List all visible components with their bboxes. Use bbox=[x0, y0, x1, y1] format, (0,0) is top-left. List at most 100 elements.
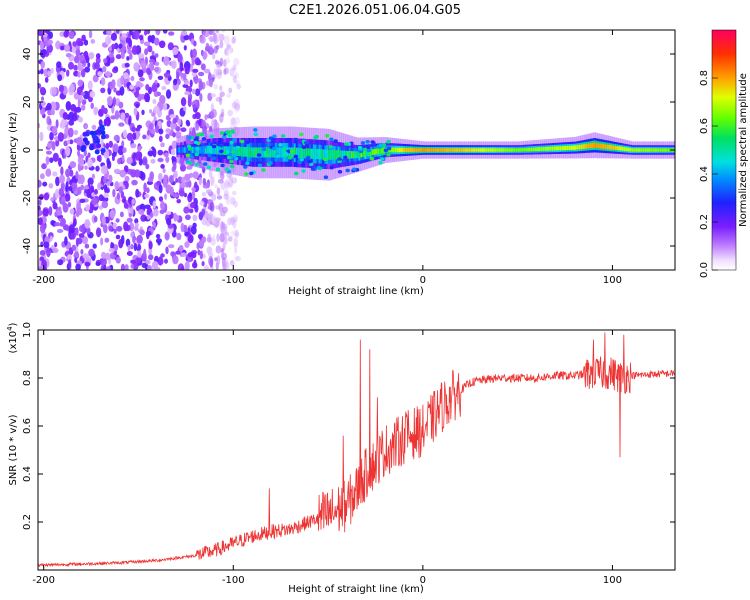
noise-speckle bbox=[65, 53, 72, 58]
noise-speckle bbox=[42, 208, 48, 217]
noise-speckle bbox=[209, 170, 213, 178]
noise-speckle bbox=[123, 165, 129, 173]
noise-speckle bbox=[63, 224, 69, 231]
noise-speckle bbox=[187, 258, 192, 263]
noise-speckle bbox=[100, 137, 104, 147]
signal-band-cell bbox=[500, 148, 503, 152]
noise-speckle bbox=[139, 35, 144, 41]
noise-speckle bbox=[150, 212, 153, 219]
signal-band-cell bbox=[237, 150, 243, 155]
noise-speckle bbox=[62, 203, 69, 213]
noise-speckle bbox=[108, 248, 115, 253]
signal-band-cell bbox=[204, 146, 208, 154]
signal-band-cell bbox=[370, 140, 375, 144]
noise-speckle bbox=[50, 197, 54, 202]
signal-band-cell bbox=[620, 146, 623, 151]
noise-speckle bbox=[234, 255, 239, 262]
signal-band-cell bbox=[513, 148, 517, 152]
noise-speckle bbox=[83, 39, 89, 46]
noise-speckle bbox=[48, 206, 53, 216]
signal-band-cell bbox=[229, 140, 234, 145]
signal-band-cell bbox=[196, 133, 201, 137]
noise-speckle bbox=[89, 90, 96, 98]
signal-band-cell bbox=[574, 145, 577, 150]
noise-blob bbox=[100, 134, 106, 140]
y-tick-label: 0.2 bbox=[22, 514, 33, 530]
noise-speckle bbox=[80, 249, 84, 255]
noise-speckle bbox=[158, 196, 164, 202]
noise-speckle bbox=[216, 64, 221, 69]
noise-speckle bbox=[77, 98, 81, 108]
noise-speckle bbox=[108, 53, 114, 58]
noise-speckle bbox=[88, 248, 95, 257]
noise-speckle bbox=[152, 98, 157, 105]
noise-speckle bbox=[38, 122, 41, 129]
noise-speckle bbox=[90, 102, 94, 110]
signal-band-cell bbox=[438, 148, 441, 152]
signal-band-cell bbox=[536, 147, 539, 151]
noise-speckle bbox=[137, 82, 144, 88]
signal-band-cell bbox=[360, 141, 366, 145]
noise-speckle bbox=[126, 132, 134, 141]
noise-speckle bbox=[180, 164, 187, 172]
noise-speckle bbox=[129, 53, 133, 60]
y-tick-label: -40 bbox=[22, 238, 33, 254]
noise-speckle bbox=[172, 46, 179, 56]
noise-speckle bbox=[198, 176, 202, 186]
noise-speckle bbox=[143, 41, 151, 47]
noise-speckle bbox=[127, 244, 131, 252]
noise-speckle bbox=[181, 176, 186, 185]
spectrogram-marks bbox=[38, 30, 675, 270]
noise-speckle bbox=[59, 174, 65, 184]
noise-speckle bbox=[101, 200, 109, 209]
signal-band-cell bbox=[286, 149, 291, 154]
noise-speckle bbox=[180, 127, 187, 132]
noise-speckle bbox=[77, 186, 82, 195]
noise-speckle bbox=[69, 139, 74, 145]
noise-speckle bbox=[215, 30, 219, 34]
signal-band-cell bbox=[466, 148, 469, 152]
signal-band-cell bbox=[199, 146, 202, 154]
noise-speckle bbox=[231, 101, 238, 109]
noise-speckle bbox=[232, 74, 237, 84]
noise-speckle bbox=[210, 93, 216, 98]
noise-speckle bbox=[64, 236, 68, 246]
noise-speckle bbox=[79, 198, 86, 203]
noise-blob bbox=[100, 126, 105, 132]
signal-band-cell bbox=[475, 148, 479, 152]
signal-band-cell bbox=[585, 143, 589, 149]
noise-speckle bbox=[129, 30, 133, 35]
noise-speckle bbox=[52, 152, 59, 162]
noise-speckle bbox=[152, 82, 157, 92]
noise-speckle bbox=[229, 47, 234, 54]
signal-band-cell bbox=[227, 134, 233, 138]
noise-speckle bbox=[180, 73, 185, 78]
noise-speckle bbox=[175, 250, 181, 255]
noise-speckle bbox=[131, 198, 135, 205]
noise-speckle bbox=[149, 171, 154, 180]
noise-speckle bbox=[219, 113, 224, 123]
signal-band-cell bbox=[231, 146, 234, 156]
noise-speckle bbox=[120, 50, 125, 60]
noise-speckle bbox=[38, 30, 43, 37]
noise-speckle bbox=[160, 253, 165, 258]
noise-speckle bbox=[133, 30, 140, 40]
noise-speckle bbox=[43, 241, 50, 249]
signal-band-cell bbox=[335, 151, 340, 156]
noise-speckle bbox=[191, 190, 196, 200]
signal-band-cell bbox=[219, 143, 224, 148]
noise-speckle bbox=[228, 46, 233, 55]
noise-speckle bbox=[82, 253, 90, 260]
noise-speckle bbox=[75, 227, 79, 236]
noise-speckle bbox=[69, 83, 75, 93]
noise-speckle bbox=[201, 192, 207, 197]
signal-band-cell bbox=[603, 144, 606, 149]
signal-band-cell bbox=[561, 146, 564, 151]
noise-speckle bbox=[216, 187, 221, 196]
noise-speckle bbox=[148, 45, 153, 53]
noise-speckle bbox=[73, 64, 78, 71]
signal-band-cell bbox=[299, 132, 304, 137]
noise-speckle bbox=[45, 168, 52, 177]
signal-band-cell bbox=[377, 148, 380, 154]
noise-speckle bbox=[231, 190, 237, 196]
